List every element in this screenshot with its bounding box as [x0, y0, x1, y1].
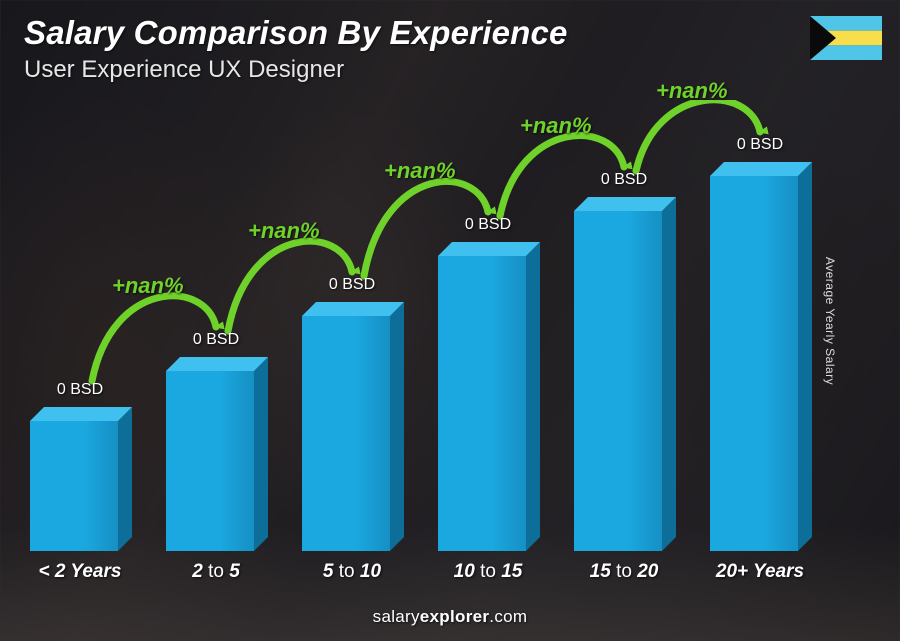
bar-value-label: 0 BSD	[292, 276, 412, 294]
footer-watermark: salaryexplorer.com	[0, 607, 900, 627]
growth-percent-label: +nan%	[384, 158, 456, 184]
bar-face-top	[710, 162, 812, 176]
bar-column: 0 BSD	[710, 176, 810, 551]
bar-column: 0 BSD	[574, 211, 674, 551]
bar-face-front	[166, 371, 254, 551]
bar	[30, 421, 130, 551]
x-axis-label: 2 to 5	[166, 561, 266, 583]
bar-face-front	[710, 176, 798, 551]
bar-value-label: 0 BSD	[20, 381, 140, 399]
bar	[710, 176, 810, 551]
growth-percent-label: +nan%	[520, 113, 592, 139]
bar-face-side	[526, 242, 540, 551]
bar-face-top	[30, 407, 132, 421]
bar-value-label: 0 BSD	[564, 171, 684, 189]
bar-value-label: 0 BSD	[156, 331, 276, 349]
bar-value-label: 0 BSD	[700, 136, 820, 154]
bar-column: 0 BSD	[30, 421, 130, 551]
x-axis-label: 15 to 20	[574, 561, 674, 583]
bars-container: 0 BSD 0 BSD 0 BSD 0 BSD 0 BSD 0 BSD +nan% +nan%…	[30, 100, 850, 551]
bar-face-side	[254, 357, 268, 551]
country-flag-icon	[810, 16, 882, 60]
chart-title: Salary Comparison By Experience	[24, 14, 568, 52]
bar-face-top	[574, 197, 676, 211]
footer-suffix: .com	[489, 607, 527, 626]
x-axis-label: 10 to 15	[438, 561, 538, 583]
bar-column: 0 BSD	[166, 371, 266, 551]
bar-face-front	[574, 211, 662, 551]
bar-column: 0 BSD	[302, 316, 402, 551]
bar	[574, 211, 674, 551]
bar-face-side	[390, 302, 404, 551]
footer-bold: explorer	[420, 607, 490, 626]
bar	[166, 371, 266, 551]
growth-percent-label: +nan%	[248, 218, 320, 244]
growth-percent-label: +nan%	[656, 78, 728, 104]
x-axis-label: 20+ Years	[710, 561, 810, 583]
bar-face-front	[438, 256, 526, 551]
chart-subtitle: User Experience UX Designer	[24, 56, 344, 84]
bar-chart: 0 BSD 0 BSD 0 BSD 0 BSD 0 BSD 0 BSD +nan% +nan%…	[30, 100, 850, 551]
bar-value-label: 0 BSD	[428, 216, 548, 234]
infographic: Salary Comparison By Experience User Exp…	[0, 0, 900, 641]
bar-face-side	[798, 162, 812, 551]
bar-face-top	[166, 357, 268, 371]
bar	[302, 316, 402, 551]
bar	[438, 256, 538, 551]
bar-column: 0 BSD	[438, 256, 538, 551]
bar-face-side	[662, 197, 676, 551]
bar-face-side	[118, 407, 132, 551]
bar-face-top	[438, 242, 540, 256]
x-axis-labels: < 2 Years 2 to 5 5 to 10 10 to 15 15 to 20 20…	[30, 561, 850, 591]
x-axis-label: < 2 Years	[30, 561, 130, 583]
bar-face-front	[302, 316, 390, 551]
footer-prefix: salary	[373, 607, 420, 626]
x-axis-label: 5 to 10	[302, 561, 402, 583]
bar-face-front	[30, 421, 118, 551]
bar-face-top	[302, 302, 404, 316]
growth-percent-label: +nan%	[112, 273, 184, 299]
